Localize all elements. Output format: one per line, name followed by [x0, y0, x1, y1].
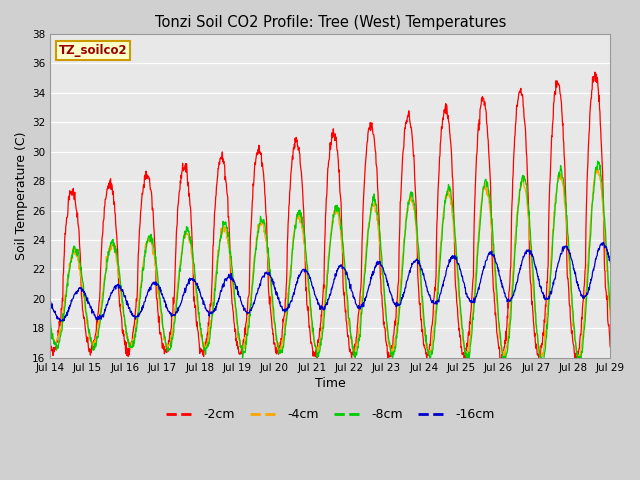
Legend: -2cm, -4cm, -8cm, -16cm: -2cm, -4cm, -8cm, -16cm: [161, 403, 500, 426]
-4cm: [491, 268, 499, 274]
Title: Tonzi Soil CO2 Profile: Tree (West) Temperatures: Tonzi Soil CO2 Profile: Tree (West) Temp…: [155, 15, 506, 30]
Line: -16cm: -16cm: [51, 242, 611, 321]
-2cm: [157, 335, 165, 341]
-8cm: [594, 158, 602, 164]
-16cm: [58, 318, 65, 324]
-16cm: [234, 292, 242, 298]
-2cm: [417, 316, 425, 322]
-16cm: [418, 266, 426, 272]
-16cm: [540, 292, 548, 298]
-16cm: [607, 260, 614, 266]
-8cm: [540, 357, 548, 362]
Line: -4cm: -4cm: [51, 167, 611, 360]
-4cm: [593, 164, 601, 169]
-4cm: [607, 318, 614, 324]
-8cm: [491, 254, 499, 260]
Y-axis label: Soil Temperature (C): Soil Temperature (C): [15, 132, 28, 260]
-2cm: [234, 341, 241, 347]
Line: -8cm: -8cm: [51, 161, 611, 363]
-8cm: [576, 360, 584, 366]
-2cm: [607, 345, 614, 350]
-16cm: [599, 240, 607, 245]
-4cm: [171, 305, 179, 311]
-16cm: [491, 255, 499, 261]
-2cm: [540, 325, 548, 331]
-8cm: [417, 282, 425, 288]
-8cm: [47, 315, 54, 321]
Text: TZ_soilco2: TZ_soilco2: [59, 44, 127, 57]
-16cm: [158, 291, 166, 297]
-16cm: [47, 300, 54, 306]
-16cm: [172, 312, 179, 318]
-4cm: [417, 291, 425, 297]
-2cm: [171, 276, 179, 282]
-8cm: [234, 322, 241, 327]
-4cm: [157, 313, 165, 319]
-2cm: [491, 299, 499, 305]
-4cm: [234, 323, 241, 329]
-8cm: [171, 319, 179, 325]
X-axis label: Time: Time: [315, 377, 346, 390]
-4cm: [540, 346, 548, 351]
Line: -2cm: -2cm: [51, 72, 611, 362]
-2cm: [47, 336, 54, 341]
-2cm: [591, 69, 598, 75]
-4cm: [574, 357, 582, 362]
-4cm: [47, 329, 54, 335]
-8cm: [157, 308, 165, 313]
-2cm: [572, 359, 580, 365]
-8cm: [607, 307, 614, 313]
